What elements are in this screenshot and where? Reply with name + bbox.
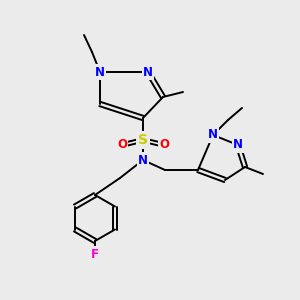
Text: F: F xyxy=(91,248,99,260)
Text: O: O xyxy=(159,139,169,152)
Text: N: N xyxy=(138,154,148,166)
Text: N: N xyxy=(143,65,153,79)
Text: N: N xyxy=(95,65,105,79)
Text: N: N xyxy=(233,139,243,152)
Text: N: N xyxy=(208,128,218,142)
Text: O: O xyxy=(117,139,127,152)
Text: S: S xyxy=(138,133,148,147)
